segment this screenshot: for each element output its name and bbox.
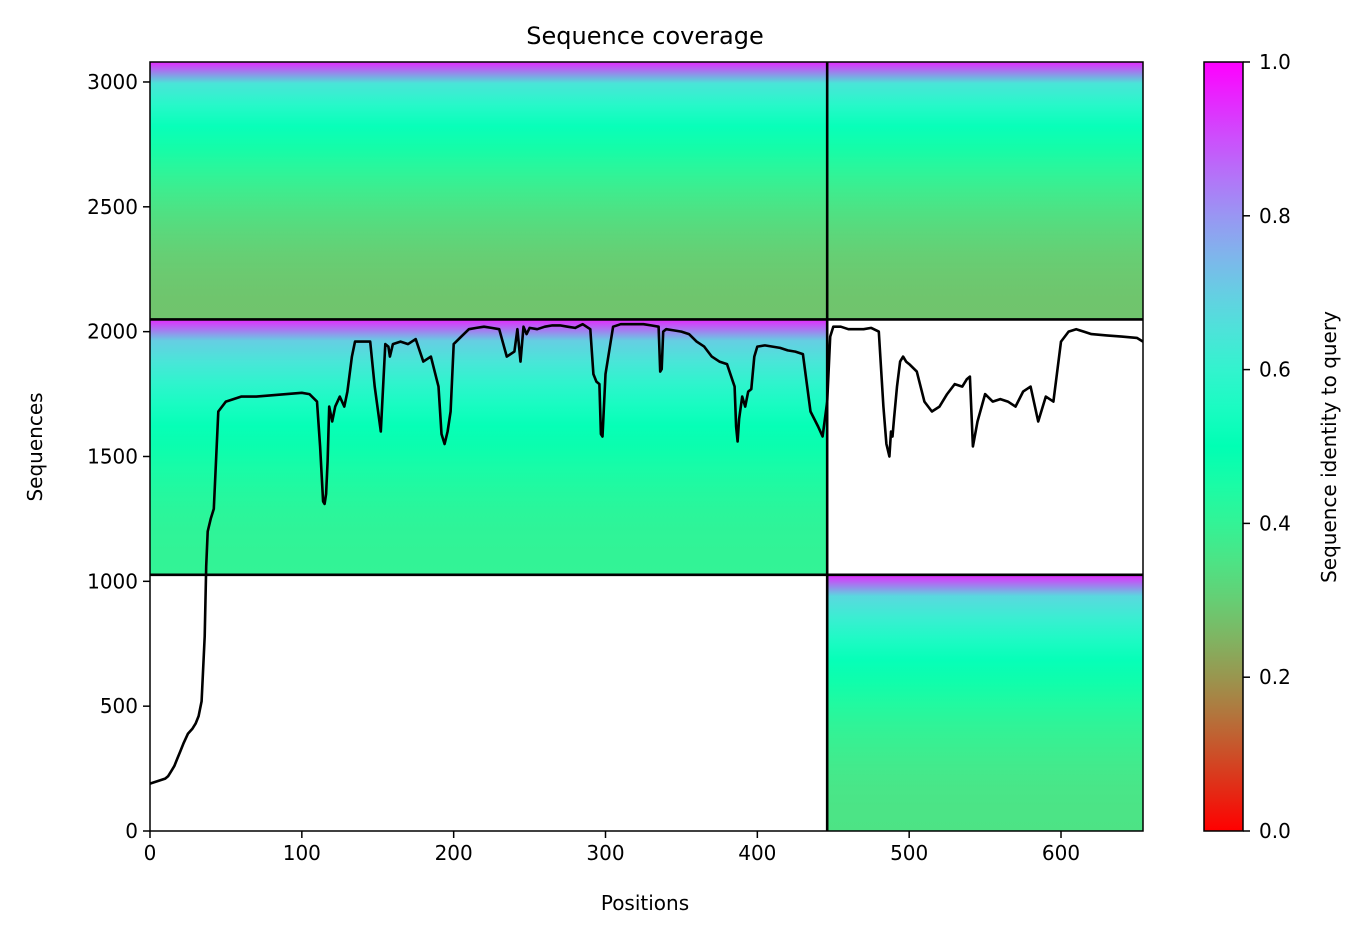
x-tick-label: 200 bbox=[435, 841, 473, 865]
y-tick-label: 1500 bbox=[87, 444, 138, 468]
heatmap-blocks bbox=[150, 62, 1143, 831]
y-tick-label: 1000 bbox=[87, 569, 138, 593]
y-tick-label: 3000 bbox=[87, 70, 138, 94]
x-tick-label: 300 bbox=[586, 841, 624, 865]
heatmap-block-lower-right bbox=[827, 574, 1143, 831]
colorbar-tick-label: 0.8 bbox=[1259, 204, 1291, 228]
x-axis: 0 100 200 300 400 500 600 bbox=[144, 831, 1080, 865]
x-tick-label: 500 bbox=[890, 841, 928, 865]
x-tick-label: 0 bbox=[144, 841, 157, 865]
colorbar-tick-label: 0.6 bbox=[1259, 358, 1291, 382]
x-tick-label: 100 bbox=[283, 841, 321, 865]
plot-frame bbox=[149, 61, 1144, 832]
colorbar-bar bbox=[1203, 61, 1244, 832]
x-tick-label: 600 bbox=[1042, 841, 1080, 865]
colorbar-label: Sequence identity to query bbox=[1317, 311, 1341, 583]
y-tick-label: 2500 bbox=[87, 195, 138, 219]
colorbar-ticks: 0.0 0.2 0.4 0.6 0.8 1.0 bbox=[1243, 50, 1291, 843]
y-axis-label: Sequences bbox=[23, 392, 47, 501]
colorbar: 0.0 0.2 0.4 0.6 0.8 1.0 Sequence identity to … bbox=[1203, 50, 1341, 843]
y-tick-label: 0 bbox=[125, 819, 138, 843]
block-separators bbox=[150, 62, 1143, 831]
plot-area bbox=[149, 61, 1144, 832]
colorbar-tick-label: 1.0 bbox=[1259, 50, 1291, 74]
x-axis-label: Positions bbox=[601, 891, 689, 915]
y-tick-label: 2000 bbox=[87, 320, 138, 344]
x-tick-label: 400 bbox=[738, 841, 776, 865]
heatmap-block-upper-right bbox=[827, 62, 1143, 320]
heatmap-block-upper-left bbox=[150, 62, 828, 320]
y-axis: 0 500 1000 1500 2000 2500 3000 bbox=[87, 70, 150, 843]
colorbar-tick-label: 0.0 bbox=[1259, 819, 1291, 843]
y-tick-label: 500 bbox=[100, 694, 138, 718]
colorbar-tick-label: 0.4 bbox=[1259, 511, 1291, 535]
heatmap-block-middle-left bbox=[150, 319, 828, 575]
chart-title: Sequence coverage bbox=[526, 22, 763, 50]
coverage-line bbox=[149, 322, 1144, 785]
colorbar-tick-label: 0.2 bbox=[1259, 665, 1291, 689]
